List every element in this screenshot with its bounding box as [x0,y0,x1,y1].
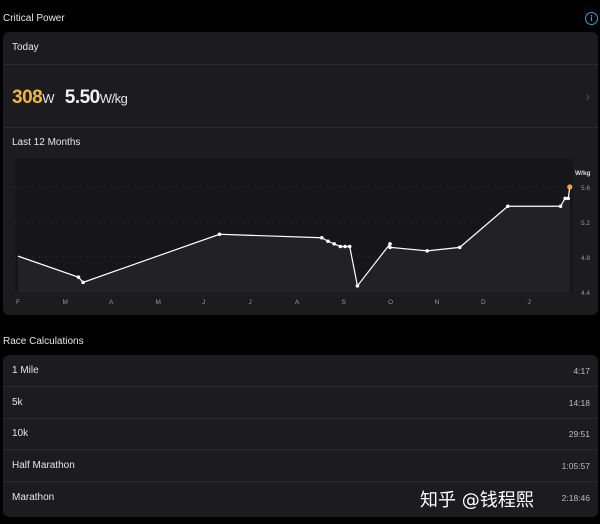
race-label: 10k [12,428,29,440]
chevron-right-icon[interactable]: › [585,89,590,104]
watermark: 知乎 @钱程熙 [420,490,534,511]
today-label: Today [12,42,39,53]
race-row: 10k 29:51 [3,418,598,451]
y-axis-label: W/kg [575,170,591,177]
y-tick-label: 4.8 [581,255,590,262]
race-time: 14:18 [568,397,590,408]
race-time: 2:18:46 [561,492,590,503]
race-row: Half Marathon 1:05:57 [3,450,598,483]
data-point [81,280,85,285]
watts-value: 308 [12,87,43,108]
x-tick-label: D [481,299,486,306]
wkg-value: 5.50 [64,87,100,108]
x-tick-label: J [202,299,205,306]
data-point [506,204,510,209]
x-tick-label: F [16,299,20,306]
last12-row: Last 12 Months [3,128,598,158]
data-point [388,245,392,250]
data-point [355,284,360,288]
race-row: Marathon 2:18:46 [3,482,598,513]
x-tick-label: J [249,299,252,306]
y-tick-label: 4.4 [581,290,590,297]
data-point [332,242,337,246]
data-point [563,196,567,201]
x-tick-label: A [109,299,114,306]
race-label: Half Marathon [12,460,75,472]
race-time: 1:05:57 [561,461,590,472]
race-time: 29:51 [568,429,590,440]
critical-power-card: Today 308W 5.50W/kg › Last 12 Months 5.6… [3,32,598,315]
data-point [326,239,330,244]
x-tick-label: A [295,299,300,306]
today-values: 308W 5.50W/kg [12,87,128,109]
data-point [388,242,392,246]
x-tick-label: M [63,299,68,306]
race-label: 1 Mile [12,365,39,376]
race-label: 5k [12,396,23,408]
x-tick-label: N [435,299,440,306]
race-card: 1 Mile 4:17 5k 14:18 10k 29:51 Half Marathon 1:… [3,355,598,517]
data-point [338,244,343,249]
data-point [347,244,352,249]
data-point [558,204,563,209]
race-row: 5k 14:18 [3,387,598,419]
area-fill [18,187,570,292]
x-tick-label: M [156,299,161,306]
y-tick-label: 5.2 [581,220,590,227]
info-icon[interactable]: i [585,12,598,25]
series-line [17,186,571,288]
today-value-row[interactable]: 308W 5.50W/kg › [3,65,598,128]
race-label: Marathon [12,491,55,503]
y-tick-label: 5.6 [581,185,590,192]
x-tick-label: J [528,299,531,306]
wkg-unit: W/kg [99,91,128,106]
race-title: Race Calculations [3,336,84,347]
x-tick-label: S [342,299,347,306]
last12-label: Last 12 Months [12,137,81,148]
highlight-point [567,184,573,190]
data-point [425,249,430,253]
data-point [76,275,81,279]
data-point [457,245,462,250]
race-time: 4:17 [573,366,590,376]
race-row: 1 Mile 4:17 [3,355,598,387]
data-point [320,235,324,240]
data-point [343,244,347,249]
x-tick-label: O [388,299,393,306]
watts-unit: W [42,91,54,106]
critical-power-chart: 5.6 5.2 4.8 4.4 W/kg F M A M J J A S O N D J [15,158,591,306]
critical-power-title: Critical Power [3,13,65,24]
data-point [566,196,571,201]
data-point [217,232,222,237]
today-row: Today [3,32,598,65]
